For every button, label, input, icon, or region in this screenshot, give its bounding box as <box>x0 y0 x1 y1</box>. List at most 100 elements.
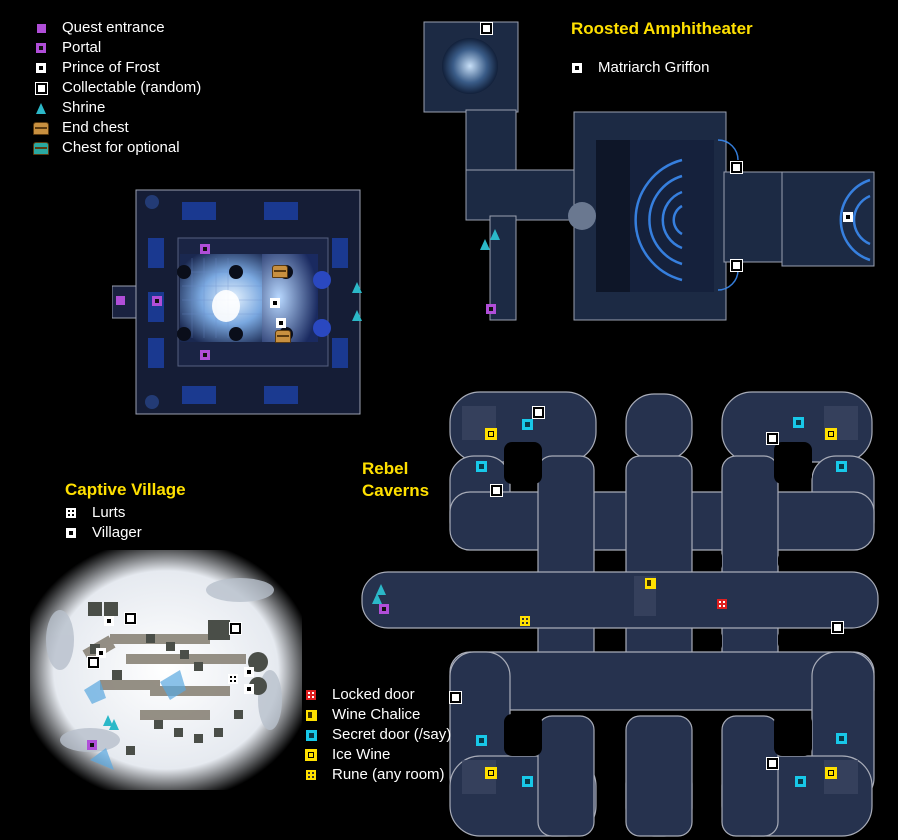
collectable-icon <box>766 432 779 445</box>
rebel-caverns-map <box>358 386 884 840</box>
amphitheater-legend: Matriarch Griffon <box>566 58 709 78</box>
matriarch-griffon-icon <box>843 212 853 222</box>
legend-row: Chest for optional <box>30 138 201 158</box>
caverns-title-line: Caverns <box>362 481 430 500</box>
wine-chalice-icon <box>645 578 656 589</box>
amphitheater-map <box>420 20 876 324</box>
collectable-icon <box>831 621 844 634</box>
legend-label: Villager <box>92 524 142 541</box>
villager-icon <box>104 616 114 626</box>
lurts-icon <box>66 508 76 518</box>
legend-row: Villager <box>60 523 142 543</box>
legend-row: Ice Wine <box>300 745 451 765</box>
secret-door-icon <box>476 735 487 746</box>
legend-label: Ice Wine <box>332 746 391 763</box>
legend-label: End chest <box>62 119 129 136</box>
legend-label: Chest for optional <box>62 139 180 156</box>
legend-label: Prince of Frost <box>62 59 160 76</box>
legend-row: Locked door <box>300 685 451 705</box>
village-title: Captive Village <box>65 480 186 499</box>
legend-row: Secret door (/say) <box>300 725 451 745</box>
end-chest-icon <box>33 121 49 135</box>
legend-label: Rune (any room) <box>332 766 445 783</box>
legend-row: Wine Chalice <box>300 705 451 725</box>
matriarch-griffon-icon <box>572 63 582 73</box>
legend-label: Wine Chalice <box>332 706 421 723</box>
collectable-icon <box>449 691 462 704</box>
legend-label: Locked door <box>332 686 415 703</box>
ice-wine-icon <box>485 428 497 440</box>
wine-chalice-icon <box>305 709 317 721</box>
legend-label: Shrine <box>62 99 106 116</box>
lurts-icon <box>228 674 238 684</box>
legend-label: Quest entrance <box>62 19 165 36</box>
collectable-icon <box>124 612 137 625</box>
legend-row: Matriarch Griffon <box>566 58 709 78</box>
ice-wine-icon <box>825 428 837 440</box>
collectable-icon <box>87 656 100 669</box>
secret-door-icon <box>476 461 487 472</box>
collectable-icon <box>730 259 743 272</box>
villager-icon <box>66 528 76 538</box>
prince-of-frost-icon <box>36 63 46 73</box>
legend-row: Collectable (random) <box>30 78 201 98</box>
frost-hall-drawing <box>111 189 361 415</box>
collectable-icon <box>480 22 493 35</box>
legend-label: Secret door (/say) <box>332 726 452 743</box>
portal-icon <box>379 604 389 614</box>
ice-wine-icon <box>305 749 317 761</box>
shrine-icon <box>372 593 382 604</box>
legend-row: Lurts <box>60 503 142 523</box>
villager-icon <box>244 667 254 677</box>
rune-icon <box>306 770 316 780</box>
locked-door-icon <box>717 599 727 609</box>
portal-icon <box>87 740 97 750</box>
portal-icon <box>36 43 46 53</box>
captive-village-map <box>30 550 302 790</box>
legend-row: Portal <box>30 38 201 58</box>
collectable-icon <box>730 161 743 174</box>
caverns-title: Rebel Caverns <box>362 458 429 502</box>
legend-label: Portal <box>62 39 102 56</box>
village-drawing <box>30 550 302 790</box>
secret-door-icon <box>836 461 847 472</box>
quest-entrance-icon <box>116 296 125 305</box>
main-legend: Quest entrance Portal Prince of Frost Co… <box>30 18 201 158</box>
shrine-icon <box>352 282 362 293</box>
optional-chest-icon <box>33 141 49 155</box>
legend-row: Rune (any room) <box>300 765 451 785</box>
secret-door-icon <box>793 417 804 428</box>
prince-of-frost-map <box>111 188 364 416</box>
shrine-icon <box>103 715 113 726</box>
amphitheater-title: Roosted Amphitheater <box>571 19 753 38</box>
end-chest-icon <box>272 265 288 278</box>
secret-door-icon <box>522 419 533 430</box>
ice-wine-icon <box>825 767 837 779</box>
collectable-icon <box>766 757 779 770</box>
legend-row: Shrine <box>30 98 201 118</box>
secret-door-icon <box>522 776 533 787</box>
caverns-title-line: Rebel <box>362 459 409 478</box>
quest-entrance-icon <box>36 23 46 33</box>
portal-icon <box>200 350 210 360</box>
secret-door-icon <box>795 776 806 787</box>
legend-row: Prince of Frost <box>30 58 201 78</box>
prince-of-frost-icon <box>276 318 286 328</box>
legend-row: Quest entrance <box>30 18 201 38</box>
legend-label: Matriarch Griffon <box>598 59 710 76</box>
ice-wine-icon <box>485 767 497 779</box>
collectable-icon <box>490 484 503 497</box>
secret-door-icon <box>305 729 317 741</box>
shrine-icon <box>376 584 386 595</box>
secret-door-icon <box>836 733 847 744</box>
shrine-icon <box>36 102 46 114</box>
collectable-icon <box>229 622 242 635</box>
shrine-icon <box>109 719 119 730</box>
legend-label: Lurts <box>92 504 126 521</box>
amphitheater-drawing <box>423 21 875 321</box>
legend-label: Collectable (random) <box>62 79 202 96</box>
villager-icon <box>244 684 254 694</box>
collectable-icon <box>532 406 545 419</box>
villager-icon <box>96 648 106 658</box>
